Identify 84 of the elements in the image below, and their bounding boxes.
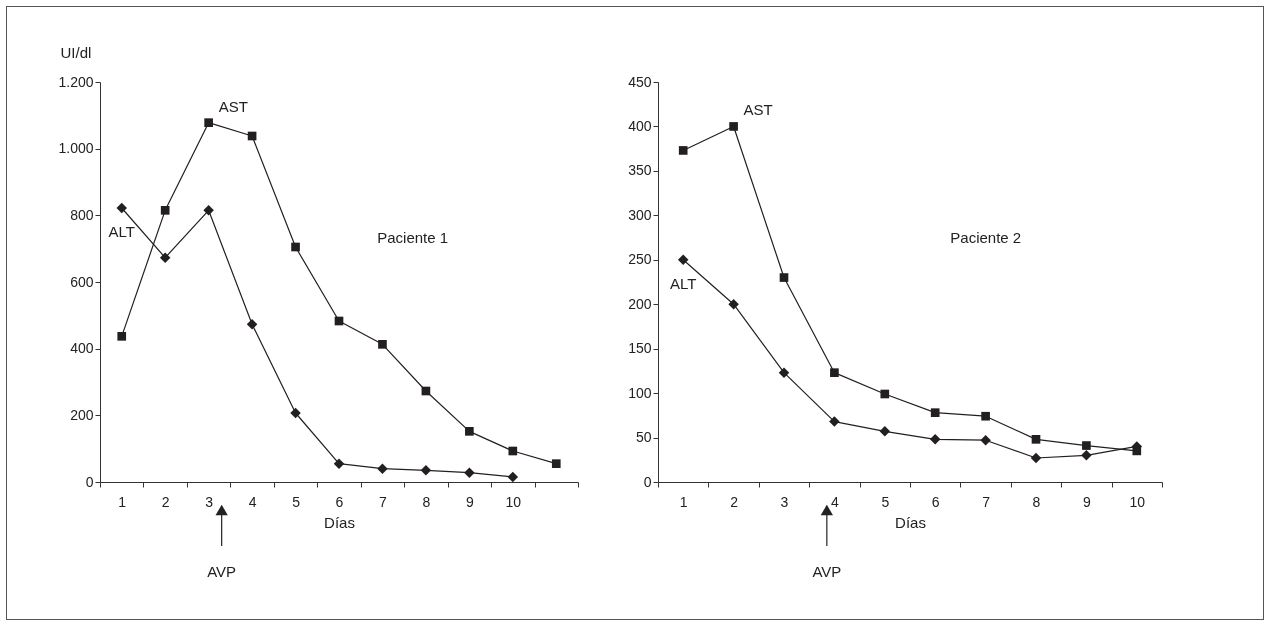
point xyxy=(1031,435,1041,444)
point xyxy=(291,242,300,252)
point xyxy=(203,205,214,216)
point xyxy=(879,426,891,437)
y-tick-label: 1.200 xyxy=(58,73,94,90)
x-tick-label: 8 xyxy=(1032,493,1041,510)
y-tick-label: 200 xyxy=(70,406,94,423)
point xyxy=(160,206,170,215)
point xyxy=(1030,452,1042,464)
point xyxy=(246,319,258,330)
x-tick-label: 7 xyxy=(379,493,388,510)
x-tick-label: 5 xyxy=(292,493,301,510)
point xyxy=(464,467,475,478)
x-tick-label: 1 xyxy=(679,493,688,510)
y-tick-label: 100 xyxy=(628,384,652,401)
point xyxy=(507,471,519,483)
y-tick-label: 150 xyxy=(628,340,652,357)
point xyxy=(116,202,127,214)
x-axis-title: Días xyxy=(324,513,355,531)
point xyxy=(290,407,301,419)
y-tick-label: 400 xyxy=(628,117,652,134)
point xyxy=(1081,450,1092,461)
x-tick-label: 8 xyxy=(422,493,431,510)
y-tick-label: 350 xyxy=(628,162,652,179)
point xyxy=(729,122,738,131)
point xyxy=(117,332,127,341)
y-tick-label: 0 xyxy=(643,473,652,490)
point xyxy=(830,368,839,377)
x-tick-label: 3 xyxy=(205,493,214,510)
x-tick-label: 9 xyxy=(465,493,474,510)
point xyxy=(378,340,387,349)
y-axis-title: UI/dl xyxy=(60,43,92,61)
y-tick-label: 250 xyxy=(628,251,652,268)
y-tick-label: 450 xyxy=(628,73,652,90)
y-tick-label: 50 xyxy=(635,429,652,446)
y-tick-label: 600 xyxy=(70,273,94,290)
series-label: AST xyxy=(218,97,248,115)
point xyxy=(159,252,171,263)
series-label: ALT xyxy=(670,274,697,292)
point xyxy=(420,465,432,476)
x-tick-label: 5 xyxy=(881,493,890,510)
point xyxy=(880,389,890,399)
y-tick-label: 300 xyxy=(628,206,652,223)
annotation: Paciente 2 xyxy=(950,229,1022,246)
point xyxy=(333,458,345,469)
x-tick-label: 1 xyxy=(118,493,127,510)
x-tick-label: 4 xyxy=(831,493,839,510)
x-tick-label: 6 xyxy=(335,493,344,510)
point xyxy=(829,416,840,427)
text: AVP xyxy=(207,563,237,580)
y-tick-label: 1.000 xyxy=(58,140,94,157)
point xyxy=(929,434,941,445)
y-tick-label: 800 xyxy=(70,206,94,223)
point xyxy=(778,367,790,378)
x-tick-label: 10 xyxy=(505,493,522,510)
series-label: AST xyxy=(743,101,773,119)
x-tick-label: 2 xyxy=(730,493,739,510)
point xyxy=(508,446,518,456)
text: AVP xyxy=(812,563,842,580)
point xyxy=(204,118,213,127)
point xyxy=(981,411,990,421)
point xyxy=(930,408,940,417)
x-tick-label: 4 xyxy=(248,493,257,510)
x-tick-label: 2 xyxy=(161,493,170,510)
y-tick-label: 400 xyxy=(70,340,94,357)
point xyxy=(677,254,689,266)
x-tick-label: 10 xyxy=(1129,493,1146,510)
x-tick-label: 9 xyxy=(1083,493,1091,510)
point xyxy=(1082,441,1091,450)
point xyxy=(465,427,474,436)
x-tick-label: 3 xyxy=(780,493,789,510)
point xyxy=(728,298,739,310)
point xyxy=(980,434,991,446)
x-tick-label: 6 xyxy=(931,493,940,510)
annotation: Paciente 1 xyxy=(377,229,449,246)
point xyxy=(779,273,789,282)
y-tick-label: 0 xyxy=(85,473,94,490)
x-axis-title: Días xyxy=(895,513,926,531)
point xyxy=(377,463,388,474)
point xyxy=(551,459,561,468)
y-tick-label: 200 xyxy=(628,295,652,312)
point xyxy=(678,146,688,155)
series-label: ALT xyxy=(108,223,135,240)
x-tick-label: 7 xyxy=(982,493,991,510)
